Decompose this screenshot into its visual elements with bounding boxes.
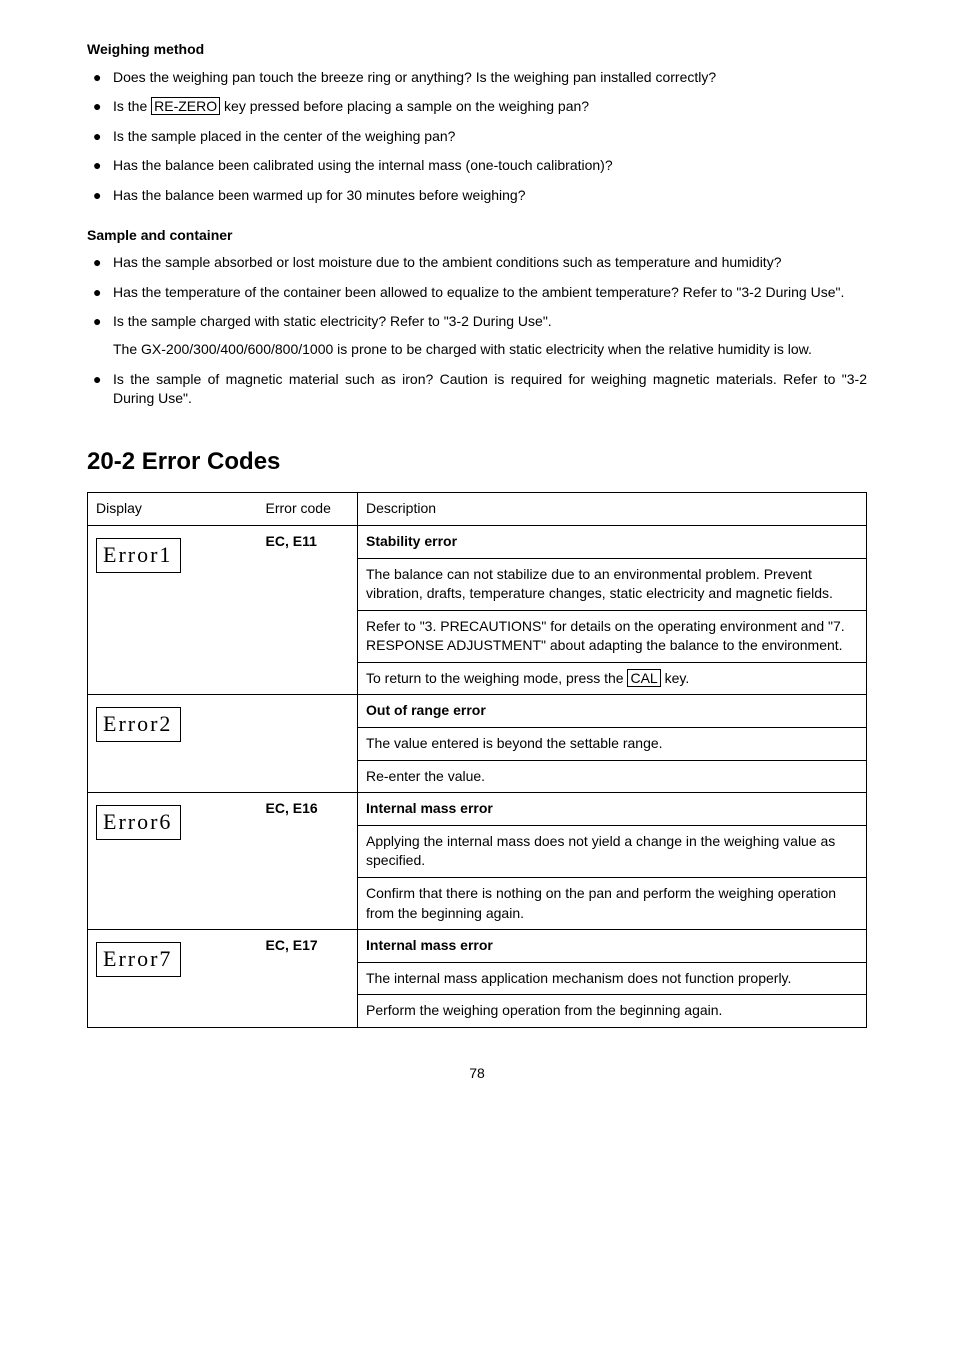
bullet-text: key pressed before placing a sample on t… [220,98,589,114]
desc-text: The balance can not stabilize due to an … [358,558,867,610]
desc-text: The value entered is beyond the settable… [358,728,867,761]
bullet-text: Has the balance been warmed up for 30 mi… [113,187,525,203]
segment-display-error2: Error2 [96,707,181,742]
list-item: Is the sample charged with static electr… [87,312,867,359]
desc-title: Out of range error [358,695,867,728]
cal-key-label: CAL [627,669,660,687]
bullet-text: Has the balance been calibrated using th… [113,157,613,173]
table-row: Error2 Out of range error [88,695,867,728]
desc-text: Confirm that there is nothing on the pan… [358,878,867,930]
list-item: Is the sample placed in the center of th… [87,127,867,147]
list-item: Is the RE-ZERO key pressed before placin… [87,97,867,117]
desc-text: Refer to "3. PRECAUTIONS" for details on… [358,610,867,662]
code-cell: EC, E16 [258,793,358,930]
list-item: Has the balance been calibrated using th… [87,156,867,176]
display-cell: Error1 [88,525,258,695]
desc-text: Applying the internal mass does not yiel… [358,825,867,877]
desc-text: To return to the weighing mode, press th… [358,662,867,695]
bullet-text: Has the sample absorbed or lost moisture… [113,254,781,270]
bullet-text: Is the sample placed in the center of th… [113,128,455,144]
segment-display-error6: Error6 [96,805,181,840]
col-code-header: Error code [258,493,358,526]
display-cell: Error6 [88,793,258,930]
code-cell: EC, E17 [258,930,358,1028]
display-cell: Error2 [88,695,258,793]
bullet-text: Is the sample of magnetic material such … [113,371,867,407]
table-row: Error7 EC, E17 Internal mass error [88,930,867,963]
desc-text-part: key. [661,670,690,686]
desc-text: The internal mass application mechanism … [358,962,867,995]
rezero-key-label: RE-ZERO [151,97,220,115]
heading-sample: Sample and container [87,226,867,246]
bullet-text: Has the temperature of the container bee… [113,284,844,300]
bullet-text: Is the [113,98,151,114]
code-cell: EC, E11 [258,525,358,695]
list-item: Has the balance been warmed up for 30 mi… [87,186,867,206]
list-item: Has the sample absorbed or lost moisture… [87,253,867,273]
desc-title: Internal mass error [358,930,867,963]
list-item: Has the temperature of the container bee… [87,283,867,303]
col-display-header: Display [88,493,258,526]
bullet-subtext: The GX-200/300/400/600/800/1000 is prone… [113,340,867,360]
desc-text-part: To return to the weighing mode, press th… [366,670,627,686]
error-codes-table: Display Error code Description Error1 EC… [87,492,867,1028]
desc-title: Internal mass error [358,793,867,826]
bullet-text: Does the weighing pan touch the breeze r… [113,69,716,85]
table-row: Error6 EC, E16 Internal mass error [88,793,867,826]
segment-display-error1: Error1 [96,538,181,573]
bullet-text: Is the sample charged with static electr… [113,313,552,329]
display-cell: Error7 [88,930,258,1028]
page-number: 78 [87,1064,867,1084]
list-item: Does the weighing pan touch the breeze r… [87,68,867,88]
desc-title: Stability error [358,525,867,558]
sample-list: Has the sample absorbed or lost moisture… [87,253,867,409]
segment-display-error7: Error7 [96,942,181,977]
code-cell [258,695,358,793]
table-header-row: Display Error code Description [88,493,867,526]
heading-weighing: Weighing method [87,40,867,60]
table-row: Error1 EC, E11 Stability error [88,525,867,558]
col-desc-header: Description [358,493,867,526]
list-item: Is the sample of magnetic material such … [87,370,867,409]
weighing-list: Does the weighing pan touch the breeze r… [87,68,867,206]
error-codes-title: 20-2 Error Codes [87,445,867,479]
desc-text: Perform the weighing operation from the … [358,995,867,1028]
desc-text: Re-enter the value. [358,760,867,793]
